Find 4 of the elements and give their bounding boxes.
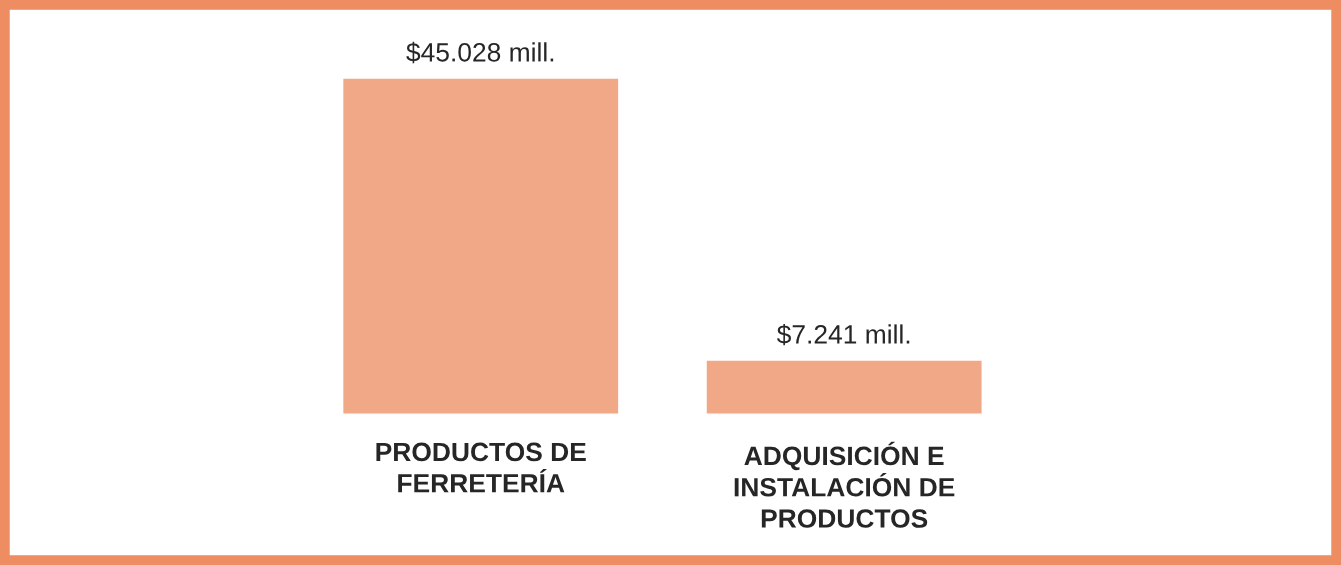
data-label: $7.241 mill. — [776, 323, 910, 346]
x-tick-label: PRODUCTOS DE FERRETERÍA — [376, 442, 586, 493]
x-tick-label: ADQUISICIÓN E INSTALACIÓN DE PRODUCTOS — [734, 441, 955, 528]
data-label: $45.028 mill. — [406, 41, 554, 64]
